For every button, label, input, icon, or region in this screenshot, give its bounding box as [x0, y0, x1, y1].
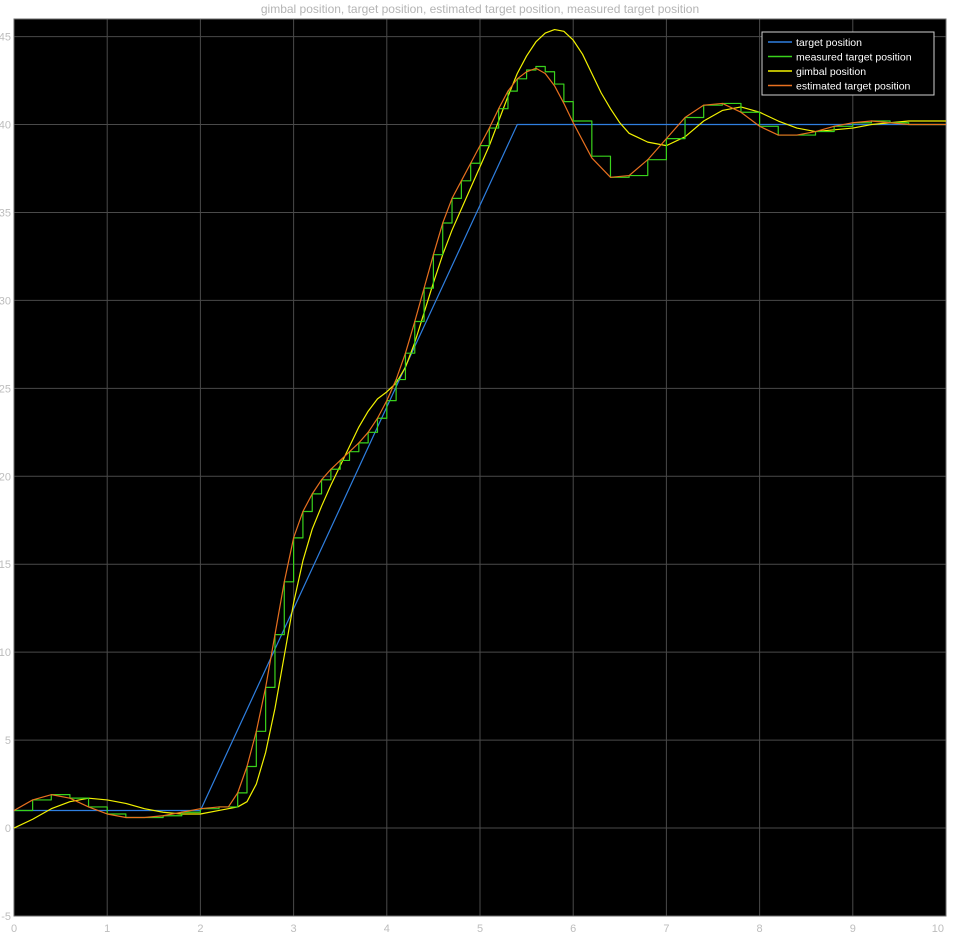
- x-tick-label: 4: [384, 923, 390, 935]
- x-tick-label: 3: [291, 923, 297, 935]
- y-tick-label: 30: [0, 295, 11, 307]
- x-tick-label: 7: [663, 923, 669, 935]
- y-tick-label: 5: [5, 735, 11, 747]
- x-tick-label: 8: [757, 923, 763, 935]
- x-tick-label: 6: [570, 923, 576, 935]
- legend-label-measured-target-position: measured target position: [796, 52, 912, 64]
- series-layer: [13, 28, 946, 829]
- x-tick-label: 5: [477, 923, 483, 935]
- plot-border: [13, 18, 947, 917]
- x-tick-label: 0: [11, 923, 17, 935]
- y-tick-label: 10: [0, 647, 11, 659]
- y-tick-label: 35: [0, 207, 11, 219]
- x-tick-label: 9: [850, 923, 856, 935]
- y-tick-label: 0: [5, 823, 11, 835]
- y-tick-label: 40: [0, 120, 11, 132]
- y-tick-label: -5: [1, 911, 11, 923]
- y-tick-label: 45: [0, 32, 11, 44]
- grid: [13, 18, 947, 917]
- x-tick-label: 2: [197, 923, 203, 935]
- legend-label-gimbal-position: gimbal position: [796, 66, 866, 78]
- x-tick-label: 1: [104, 923, 110, 935]
- y-tick-label: 20: [0, 471, 11, 483]
- x-tick-label: 10: [932, 923, 944, 935]
- series-line-measured-target-position: [14, 65, 946, 819]
- series-line-estimated-target-position: [13, 67, 946, 819]
- y-tick-label: 25: [0, 383, 11, 395]
- legend-label-target-position: target position: [796, 37, 862, 49]
- legend[interactable]: target position measured target position g…: [761, 31, 935, 96]
- y-tick-label: 15: [0, 559, 11, 571]
- legend-label-estimated-target-position: estimated target position: [796, 81, 911, 93]
- chart-title: gimbal position, target position, estima…: [260, 2, 700, 16]
